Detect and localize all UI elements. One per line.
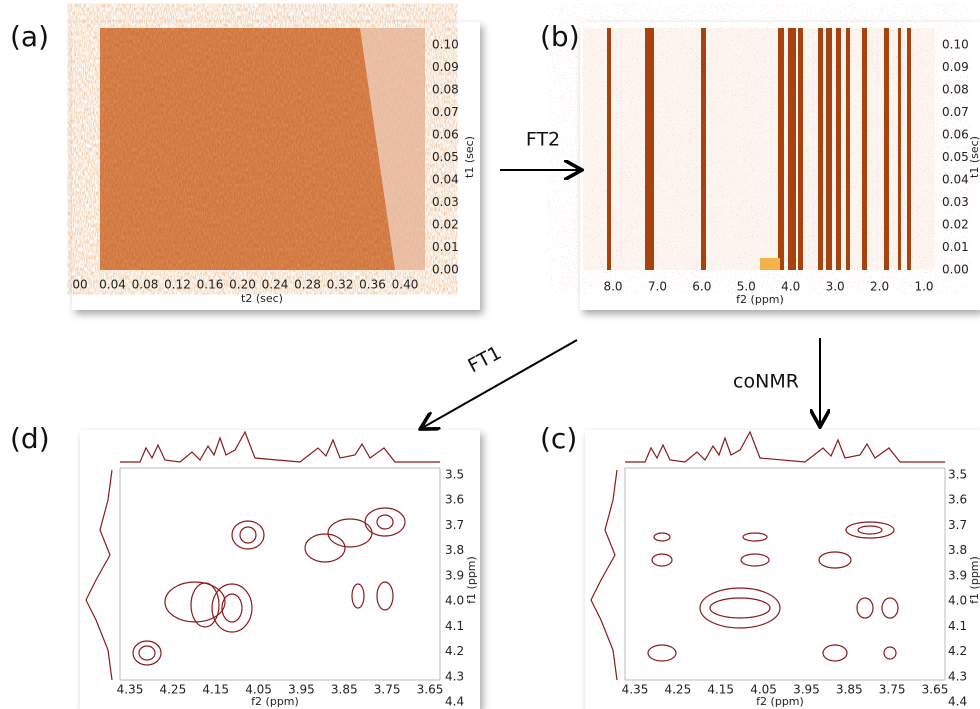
y-tick-label: 4.1 bbox=[948, 619, 967, 633]
y-tick-label: 0.08 bbox=[432, 83, 459, 97]
y-tick-label: 4.2 bbox=[948, 644, 967, 658]
y-tick-label: 3.8 bbox=[445, 543, 464, 557]
y-tick-label: 4.3 bbox=[948, 669, 967, 683]
x-tick-label: 3.85 bbox=[836, 683, 863, 697]
y-axis-title: f1 (ppm) bbox=[968, 556, 980, 604]
y-tick-label: 3.8 bbox=[948, 543, 967, 557]
x-tick-label: 00 bbox=[72, 278, 87, 292]
y-tick-label: 0.01 bbox=[432, 240, 459, 254]
x-tick-label: 3.95 bbox=[288, 683, 315, 697]
x-tick-label: 6.0 bbox=[692, 280, 711, 294]
x-tick-label: 0.08 bbox=[132, 278, 159, 292]
x-tick-label: 2.0 bbox=[870, 280, 889, 294]
x-tick-label: 3.0 bbox=[826, 280, 845, 294]
y-tick-label: 0.05 bbox=[942, 150, 969, 164]
x-tick-label: 0.24 bbox=[262, 278, 289, 292]
y-tick-label: 4.0 bbox=[445, 594, 464, 608]
x-tick-label: 1.0 bbox=[914, 280, 933, 294]
y-tick-label: 0.00 bbox=[432, 263, 459, 277]
spectrum-artifact bbox=[760, 258, 780, 270]
figure: FT2 FT1 coNMR (a) t2 (sec) t1 (sec) 00 0.04 0… bbox=[0, 0, 980, 709]
x-tick-label: 5.0 bbox=[737, 280, 756, 294]
y-tick-label: 0.10 bbox=[432, 38, 459, 52]
y-tick-label: 3.9 bbox=[948, 568, 967, 582]
y-tick-label: 0.06 bbox=[942, 128, 969, 142]
x-axis-title: t2 (sec) bbox=[241, 292, 283, 305]
x-tick-label: 0.20 bbox=[229, 278, 256, 292]
x-axis-title: f2 (ppm) bbox=[251, 695, 299, 708]
x-tick-label: 0.36 bbox=[359, 278, 386, 292]
y-tick-label: 4.3 bbox=[445, 669, 464, 683]
y-tick-label: 0.05 bbox=[432, 150, 459, 164]
x-tick-label: 4.0 bbox=[781, 280, 800, 294]
y-tick-label: 0.04 bbox=[942, 173, 969, 187]
x-tick-label: 0.28 bbox=[294, 278, 321, 292]
y-tick-label: 0.10 bbox=[942, 38, 969, 52]
x-tick-label: 4.15 bbox=[707, 683, 734, 697]
panel-label: (d) bbox=[10, 422, 50, 455]
y-tick-label: 3.9 bbox=[445, 568, 464, 582]
y-tick-label: 0.03 bbox=[942, 195, 969, 209]
panel-frame bbox=[80, 430, 480, 709]
x-tick-label: 4.35 bbox=[117, 683, 144, 697]
y-tick-label: 0.09 bbox=[942, 60, 969, 74]
arrow-label: coNMR bbox=[733, 371, 799, 393]
y-tick-label: 3.7 bbox=[445, 518, 464, 532]
y-tick-label: 0.07 bbox=[942, 105, 969, 119]
y-tick-label: 0.02 bbox=[942, 218, 969, 232]
x-tick-label: 4.25 bbox=[664, 683, 691, 697]
x-tick-label: 0.12 bbox=[164, 278, 191, 292]
x-tick-label: 3.65 bbox=[922, 683, 949, 697]
panel-label: (b) bbox=[540, 20, 580, 53]
x-tick-label: 3.75 bbox=[374, 683, 401, 697]
x-tick-label: 4.25 bbox=[159, 683, 186, 697]
x-tick-label: 8.0 bbox=[603, 280, 622, 294]
x-tick-label: 0.32 bbox=[327, 278, 354, 292]
y-tick-label: 3.6 bbox=[445, 493, 464, 507]
y-tick-label: 4.4 bbox=[948, 695, 967, 709]
y-tick-label: 0.08 bbox=[942, 83, 969, 97]
x-tick-label: 0.16 bbox=[197, 278, 224, 292]
panel-frame bbox=[585, 430, 980, 709]
panel-label: (c) bbox=[540, 422, 577, 455]
arrow-label: FT2 bbox=[526, 129, 560, 151]
panel-label: (a) bbox=[10, 20, 49, 53]
x-axis-title: f2 (ppm) bbox=[736, 293, 784, 306]
x-tick-label: 4.35 bbox=[622, 683, 649, 697]
y-tick-label: 3.5 bbox=[445, 468, 464, 482]
y-tick-label: 4.1 bbox=[445, 619, 464, 633]
y-tick-label: 0.00 bbox=[942, 263, 969, 277]
x-tick-label: 3.95 bbox=[793, 683, 820, 697]
y-tick-label: 3.5 bbox=[948, 468, 967, 482]
y-tick-label: 0.01 bbox=[942, 240, 969, 254]
y-tick-label: 0.06 bbox=[432, 128, 459, 142]
y-tick-label: 0.03 bbox=[432, 195, 459, 209]
x-tick-label: 0.40 bbox=[392, 278, 419, 292]
y-tick-label: 0.02 bbox=[432, 218, 459, 232]
y-tick-label: 0.07 bbox=[432, 105, 459, 119]
y-axis-title: f1 (ppm) bbox=[465, 556, 478, 604]
y-tick-label: 0.04 bbox=[432, 173, 459, 187]
x-tick-label: 0.04 bbox=[99, 278, 126, 292]
y-tick-label: 4.0 bbox=[948, 594, 967, 608]
x-axis-title: f2 (ppm) bbox=[756, 695, 804, 708]
x-tick-label: 3.65 bbox=[417, 683, 444, 697]
y-tick-label: 4.4 bbox=[445, 695, 464, 709]
y-tick-label: 3.6 bbox=[948, 493, 967, 507]
spectrum-noise bbox=[583, 28, 935, 270]
y-axis-title: t1 (sec) bbox=[968, 136, 980, 178]
y-tick-label: 0.09 bbox=[432, 60, 459, 74]
x-tick-label: 4.05 bbox=[750, 683, 777, 697]
x-tick-label: 3.75 bbox=[879, 683, 906, 697]
x-tick-label: 3.85 bbox=[331, 683, 358, 697]
arrow-label: FT1 bbox=[464, 342, 505, 378]
x-tick-label: 4.15 bbox=[202, 683, 229, 697]
y-tick-label: 4.2 bbox=[445, 644, 464, 658]
y-axis-title: t1 (sec) bbox=[463, 136, 476, 178]
y-tick-label: 3.7 bbox=[948, 518, 967, 532]
x-tick-label: 7.0 bbox=[648, 280, 667, 294]
x-tick-label: 4.05 bbox=[245, 683, 272, 697]
